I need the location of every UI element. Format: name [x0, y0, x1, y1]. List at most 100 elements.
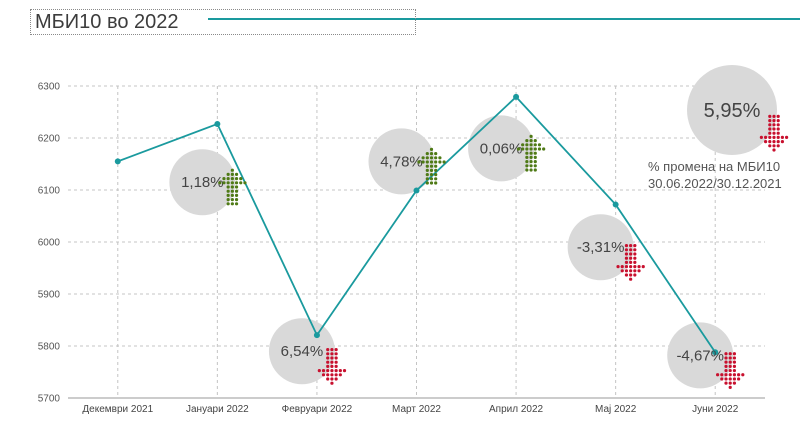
arrow-dot [425, 156, 429, 160]
arrow-dot [772, 131, 776, 135]
arrow-dot [330, 360, 334, 364]
arrow-dot [533, 143, 537, 147]
arrow-dot [521, 147, 525, 151]
arrow-dot [629, 244, 633, 248]
arrow-dot [772, 140, 776, 144]
arrow-dot [542, 147, 546, 151]
arrow-dot [720, 373, 724, 377]
arrow-dot [226, 202, 230, 206]
arrow-dot [533, 164, 537, 168]
arrow-dot [330, 373, 334, 377]
arrow-dot [728, 360, 732, 364]
change-bubble [567, 214, 634, 281]
arrow-dot [620, 265, 624, 269]
arrow-dot [234, 202, 239, 206]
arrow-dot [334, 377, 338, 381]
arrow-dot [776, 119, 780, 123]
arrow-dot [776, 131, 780, 135]
down-arrow-icon [616, 244, 645, 281]
arrow-dot [234, 198, 239, 202]
arrow-dot [429, 160, 434, 164]
chart-title: МБИ10 во 2022 [35, 11, 179, 33]
arrow-dot [737, 373, 741, 377]
summary-bubble [687, 65, 777, 155]
y-tick-label: 6000 [38, 238, 61, 249]
arrow-dot [724, 381, 728, 385]
arrow-dot [525, 151, 529, 155]
arrow-dot [529, 168, 533, 172]
arrow-dot [768, 135, 772, 139]
arrow-dot [434, 156, 438, 160]
arrow-dot [633, 265, 637, 269]
arrow-dot [768, 114, 772, 118]
arrow-dot [230, 198, 234, 202]
arrow-dot [321, 373, 326, 377]
arrow-dot [529, 160, 533, 164]
arrow-dot [732, 377, 737, 381]
arrow-dot [732, 381, 737, 385]
arrow-dot [429, 177, 434, 181]
arrow-dot [230, 168, 234, 172]
arrow-dot [624, 260, 629, 264]
x-tick-label: Декември 2021 [82, 404, 153, 415]
arrow-dot [716, 373, 720, 377]
arrow-dot [226, 172, 230, 176]
arrow-dot [529, 134, 533, 138]
change-bubble [169, 149, 236, 216]
arrow-dot [776, 114, 780, 118]
arrow-dot [768, 123, 772, 127]
arrow-dot [759, 135, 764, 139]
arrow-dot [326, 373, 330, 377]
arrow-dot [230, 181, 234, 185]
arrow-dot [772, 135, 776, 139]
arrow-dot [533, 151, 537, 155]
arrow-dot [226, 181, 230, 185]
arrow-dot [234, 185, 239, 189]
arrow-dot [728, 377, 732, 381]
arrow-dot [326, 364, 330, 368]
arrow-dot [330, 352, 334, 356]
arrow-dot [438, 160, 442, 164]
change-label: 4,78% [380, 153, 423, 170]
arrow-dot [629, 252, 633, 256]
x-tick-label: Февруари 2022 [282, 404, 353, 415]
arrow-dot [429, 164, 434, 168]
arrow-dot [629, 269, 633, 273]
y-tick-label: 6200 [38, 134, 61, 145]
arrow-dot [720, 377, 724, 381]
arrow-dot [434, 177, 438, 181]
arrow-dot [226, 185, 230, 189]
arrow-dot [629, 277, 633, 281]
arrow-dot [732, 364, 737, 368]
arrow-dot [525, 143, 529, 147]
arrow-dot [633, 256, 637, 260]
arrow-dot [334, 356, 338, 360]
arrow-dot [624, 273, 629, 277]
arrow-dot [728, 381, 732, 385]
arrow-dot [330, 377, 334, 381]
arrow-dot [434, 168, 438, 172]
arrow-dot [425, 181, 429, 185]
arrow-dot [525, 164, 529, 168]
arrow-dot [425, 160, 429, 164]
arrow-dot [230, 189, 234, 193]
arrow-dot [768, 119, 772, 123]
arrow-dot [218, 181, 222, 185]
arrow-dot [785, 135, 789, 139]
arrow-dot [529, 147, 533, 151]
arrow-dot [724, 377, 728, 381]
change-bubble [468, 115, 535, 182]
arrow-dot [425, 152, 429, 156]
arrow-dot [629, 265, 633, 269]
arrow-dot [334, 360, 338, 364]
arrow-dot [334, 352, 338, 356]
arrow-dot [429, 181, 434, 185]
arrow-dot [434, 173, 438, 177]
data-point [214, 120, 221, 127]
arrow-dot [516, 147, 521, 151]
arrow-dot [637, 269, 641, 273]
title-box: МБИ10 во 2022 [30, 9, 416, 35]
arrow-dot [525, 160, 529, 164]
arrow-dot [624, 269, 629, 273]
